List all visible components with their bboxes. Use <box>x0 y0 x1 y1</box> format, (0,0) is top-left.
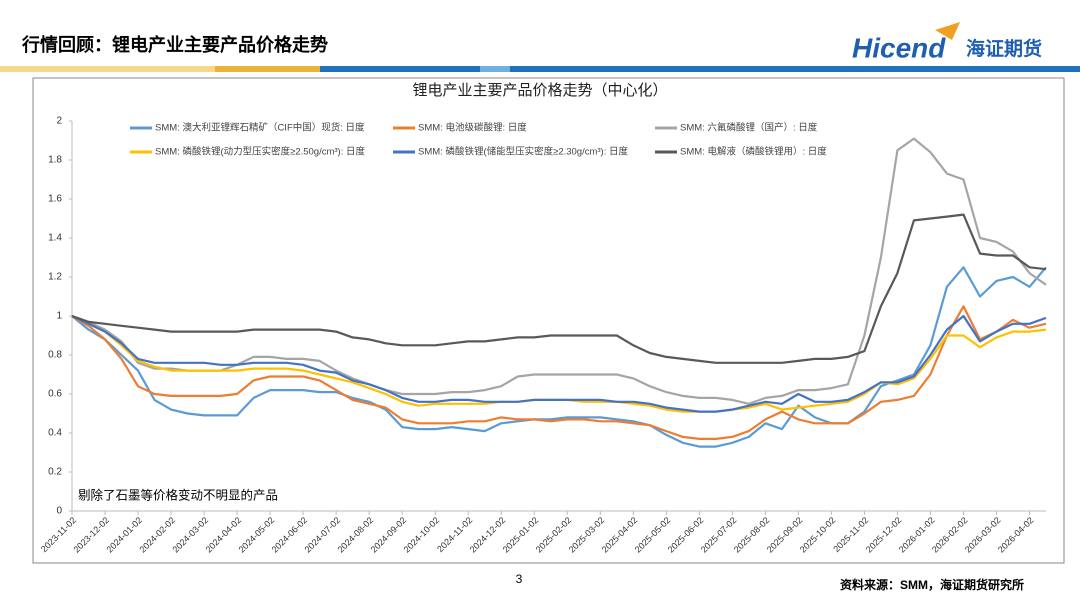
series-line <box>71 213 1047 364</box>
y-tick-label: 1 <box>56 311 62 322</box>
y-tick-label: 1.2 <box>48 272 62 283</box>
y-tick-label: 0.2 <box>48 467 62 478</box>
legend-label: SMM: 电池级碳酸锂: 日度 <box>418 122 527 134</box>
series-line <box>71 314 1047 413</box>
chart-frame <box>32 77 1065 564</box>
legend-label: SMM: 磷酸铁锂(动力型压实密度≥2.50g/cm³): 日度 <box>155 146 366 158</box>
logo-mark <box>935 22 960 40</box>
legend-label: SMM: 澳大利亚锂辉石精矿（CIF中国）现货: 日度 <box>155 122 365 134</box>
y-tick-label: 0.6 <box>48 389 62 400</box>
chart-title: 锂电产业主要产品价格走势（中心化） <box>412 82 667 99</box>
series-line <box>71 266 1047 448</box>
header-bar <box>510 66 1080 72</box>
logo-text: Hicend <box>852 32 946 63</box>
header-bar <box>480 66 510 72</box>
page-number: 3 <box>516 572 523 586</box>
annotation: 剔除了石墨等价格变动不明显的产品 <box>78 487 278 502</box>
legend-label: SMM: 磷酸铁锂(储能型压实密度≥2.30g/cm³): 日度 <box>418 146 629 158</box>
header-bar <box>320 66 480 72</box>
y-tick-label: 0.8 <box>48 350 62 361</box>
legend-label: SMM: 电解液（磷酸铁锂用）: 日度 <box>680 146 827 158</box>
slide-title: 行情回顾：锂电产业主要产品价格走势 <box>21 34 328 55</box>
y-tick-label: 2 <box>56 116 62 127</box>
logo-cn: 海证期货 <box>966 37 1042 60</box>
y-tick-label: 0.4 <box>48 428 62 439</box>
y-tick-label: 1.8 <box>48 155 62 166</box>
header-bar <box>215 66 320 72</box>
y-tick-label: 0 <box>56 506 62 517</box>
y-tick-label: 1.6 <box>48 194 62 205</box>
legend-label: SMM: 六氟磷酸锂（国产）: 日度 <box>680 122 818 134</box>
y-tick-label: 1.4 <box>48 233 62 244</box>
series-line <box>71 305 1047 440</box>
source: 资料来源：SMM，海证期货研究所 <box>840 577 1024 592</box>
header-bar <box>0 66 215 72</box>
